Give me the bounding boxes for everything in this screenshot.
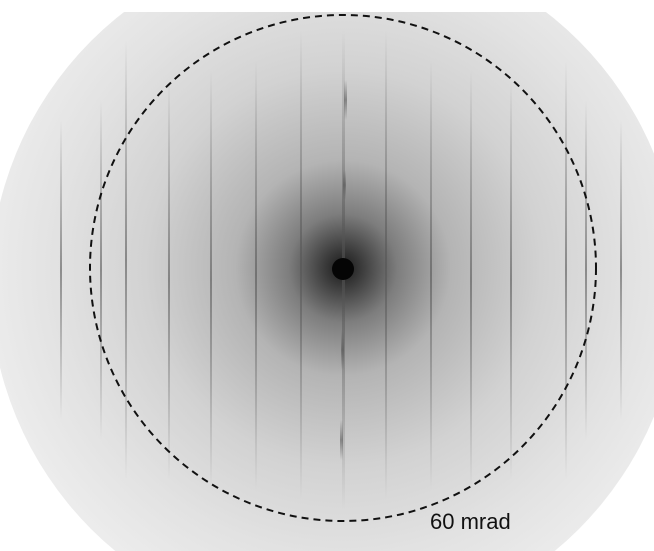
beam-stop: [332, 258, 354, 280]
detector: [0, 12, 654, 551]
page: {"scale_label": "60 mrad"}: [0, 0, 654, 551]
scale-label: 60 mrad: [430, 509, 511, 534]
detector-area: [0, 12, 654, 551]
diffraction-pattern: 60 mrad: [0, 0, 654, 551]
